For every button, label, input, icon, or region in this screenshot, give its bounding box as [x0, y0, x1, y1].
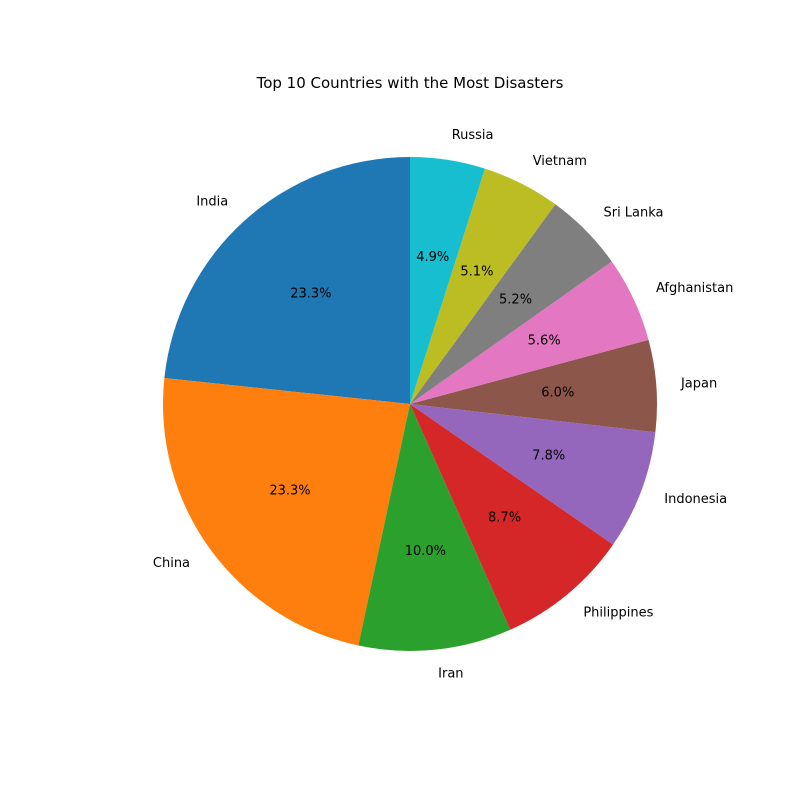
percent-label-vietnam: 5.1% — [460, 264, 493, 279]
pie-slice-india — [164, 157, 410, 404]
chart-title: Top 10 Countries with the Most Disasters — [256, 74, 564, 92]
pie-slice-philippines — [410, 404, 614, 630]
percent-label-iran: 10.0% — [405, 544, 446, 559]
percent-label-india: 23.3% — [290, 286, 331, 301]
slice-label-india: India — [196, 195, 228, 210]
pie-slice-russia — [410, 157, 485, 404]
slice-label-afghanistan: Afghanistan — [656, 281, 733, 296]
percent-label-philippines: 8.7% — [488, 511, 521, 526]
pie-slice-iran — [358, 404, 511, 651]
pie-slice-afghanistan — [410, 261, 649, 404]
slice-label-russia: Russia — [452, 128, 494, 143]
slice-label-vietnam: Vietnam — [533, 154, 587, 169]
percent-label-sri-lanka: 5.2% — [499, 292, 532, 307]
percent-label-afghanistan: 5.6% — [528, 334, 561, 349]
slice-label-japan: Japan — [680, 376, 717, 391]
pie-slice-indonesia — [410, 404, 656, 545]
pie-slices — [163, 157, 657, 651]
percent-label-indonesia: 7.8% — [532, 449, 565, 464]
percent-label-china: 23.3% — [269, 483, 310, 498]
slice-label-iran: Iran — [438, 667, 463, 682]
slice-label-china: China — [153, 556, 190, 571]
slice-labels: India China Iran Philippines Indonesia Japan A… — [153, 128, 733, 682]
percent-label-russia: 4.9% — [416, 250, 449, 265]
pie-slice-vietnam — [410, 168, 556, 404]
slice-label-philippines: Philippines — [583, 606, 653, 621]
slice-label-indonesia: Indonesia — [664, 492, 727, 507]
pie-slice-china — [163, 378, 410, 646]
slice-label-sri-lanka: Sri Lanka — [603, 206, 663, 221]
pie-slice-japan — [410, 339, 657, 433]
pie-slice-sri-lanka — [410, 204, 612, 404]
percent-labels: 23.3% 23.3% 10.0% 8.7% 7.8% 6.0% 5.6% 5.2% 5.1% 4… — [269, 250, 574, 559]
percent-label-japan: 6.0% — [541, 386, 574, 401]
